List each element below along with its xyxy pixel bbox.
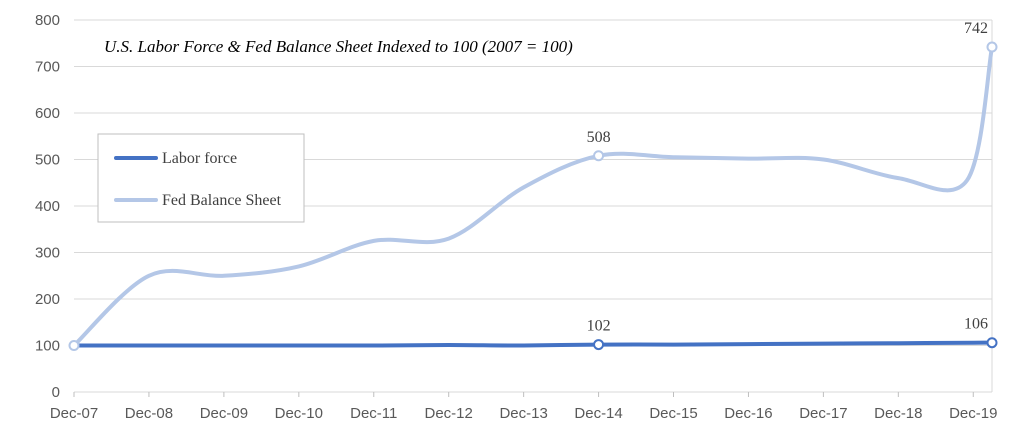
y-tick-label-400: 400 bbox=[35, 198, 60, 215]
series-line-labor-force bbox=[72, 340, 994, 348]
y-tick-label-200: 200 bbox=[35, 291, 60, 308]
x-tick-label-Dec-16: Dec-16 bbox=[724, 405, 772, 422]
y-tick-label-300: 300 bbox=[35, 245, 60, 262]
marker-fed-balance-sheet-Mar-20 bbox=[986, 41, 998, 53]
x-tick-label-Dec-14: Dec-14 bbox=[574, 405, 622, 422]
chart-title: U.S. Labor Force & Fed Balance Sheet Ind… bbox=[104, 37, 573, 56]
x-tick-label-Dec-11: Dec-11 bbox=[350, 405, 397, 422]
x-axis-tick-labels: Dec-07 Dec-08 Dec-09 Dec-10 Dec-11 Dec-12 Dec-… bbox=[50, 392, 997, 422]
legend-label-fed-balance-sheet: Fed Balance Sheet bbox=[162, 192, 282, 209]
x-tick-label-Dec-17: Dec-17 bbox=[799, 405, 847, 422]
y-tick-label-700: 700 bbox=[35, 59, 60, 76]
y-tick-label-500: 500 bbox=[35, 152, 60, 169]
series-markers: 102 106 508 742 bbox=[68, 20, 998, 351]
data-label-labor-force-Mar-20: 106 bbox=[964, 316, 988, 333]
x-tick-label-Dec-10: Dec-10 bbox=[275, 405, 323, 422]
data-label-fed-balance-sheet-Dec-14: 508 bbox=[587, 129, 611, 146]
x-tick-label-Dec-12: Dec-12 bbox=[425, 405, 473, 422]
marker-labor-force-Mar-20 bbox=[986, 337, 998, 349]
x-tick-label-Dec-07: Dec-07 bbox=[50, 405, 98, 422]
legend: Labor force Fed Balance Sheet bbox=[97, 133, 305, 223]
data-label-labor-force-Dec-14: 102 bbox=[587, 318, 611, 335]
x-tick-label-Dec-15: Dec-15 bbox=[649, 405, 697, 422]
legend-box bbox=[97, 133, 305, 223]
marker-fed-balance-sheet-Dec-07 bbox=[68, 340, 80, 351]
x-tick-label-Dec-18: Dec-18 bbox=[874, 405, 922, 422]
legend-label-labor-force: Labor force bbox=[162, 150, 237, 167]
x-tick-label-Dec-19: Dec-19 bbox=[949, 405, 997, 422]
y-tick-label-100: 100 bbox=[35, 338, 60, 355]
y-tick-label-800: 800 bbox=[35, 12, 60, 29]
series-line-fed-balance-sheet bbox=[72, 45, 994, 348]
y-tick-label-0: 0 bbox=[52, 384, 60, 401]
marker-fed-balance-sheet-Dec-14 bbox=[593, 150, 605, 162]
x-tick-label-Dec-08: Dec-08 bbox=[125, 405, 173, 422]
series-lines bbox=[72, 45, 994, 348]
y-tick-label-600: 600 bbox=[35, 105, 60, 122]
marker-labor-force-Dec-14 bbox=[593, 339, 605, 351]
x-tick-label-Dec-13: Dec-13 bbox=[499, 405, 547, 422]
x-tick-label-Dec-09: Dec-09 bbox=[200, 405, 248, 422]
data-label-fed-balance-sheet-Mar-20: 742 bbox=[964, 20, 988, 37]
y-axis-tick-labels: 0 100 200 300 400 500 600 700 800 bbox=[35, 12, 60, 401]
